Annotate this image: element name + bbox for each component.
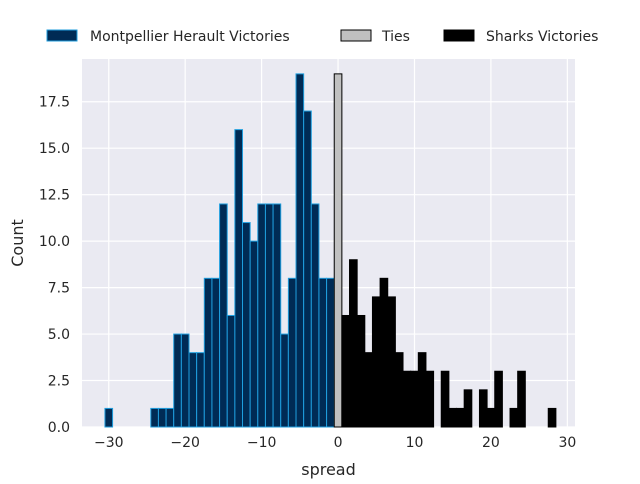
bar-montpellier <box>211 277 221 428</box>
bar-sharks <box>341 314 351 428</box>
bar-montpellier <box>310 203 320 428</box>
bar-montpellier <box>249 240 259 428</box>
x-tick-labels: −30 −20 −10 0 10 20 30 <box>94 435 576 451</box>
y-tick-label: 0.0 <box>48 420 70 436</box>
bar-montpellier <box>287 277 297 428</box>
x-tick-label: 0 <box>334 435 343 451</box>
y-tick-labels: 0.0 2.5 5.0 7.5 10.0 12.5 15.0 17.5 <box>39 95 70 436</box>
x-tick-label: 10 <box>406 435 424 451</box>
y-tick-label: 2.5 <box>48 374 70 390</box>
x-tick-label: −30 <box>94 435 124 451</box>
bar-sharks <box>349 259 358 428</box>
bar-sharks <box>494 370 503 428</box>
bar-sharks <box>456 407 465 428</box>
bar-sharks <box>448 407 458 428</box>
bar-montpellier <box>104 407 114 428</box>
bar-montpellier <box>303 110 312 428</box>
bar-montpellier <box>272 203 282 428</box>
bar-sharks <box>379 277 389 428</box>
bar-montpellier <box>264 203 274 428</box>
y-tick-label: 17.5 <box>39 95 70 111</box>
y-axis-label: Count <box>8 219 27 267</box>
bar-montpellier <box>257 203 266 428</box>
bar-montpellier <box>157 407 167 428</box>
bar-sharks <box>410 370 419 428</box>
bar-montpellier <box>173 333 182 428</box>
bar-montpellier <box>165 407 175 428</box>
bar-sharks <box>425 370 435 428</box>
bars <box>104 73 557 428</box>
bar-montpellier <box>234 129 244 428</box>
y-tick-label: 10.0 <box>39 234 70 250</box>
x-tick-label: −20 <box>170 435 200 451</box>
bar-sharks <box>509 407 519 428</box>
bar-sharks <box>517 370 526 428</box>
bar-sharks <box>402 370 412 428</box>
x-tick-label: 20 <box>482 435 500 451</box>
bar-sharks <box>371 296 381 428</box>
bar-montpellier <box>180 333 190 428</box>
bar-montpellier <box>318 277 328 428</box>
y-tick-label: 5.0 <box>48 327 70 343</box>
bar-montpellier <box>295 73 305 428</box>
bar-ties <box>333 73 343 428</box>
bar-montpellier <box>150 407 159 428</box>
bar-montpellier <box>188 352 198 428</box>
bar-sharks <box>486 407 496 428</box>
y-tick-label: 12.5 <box>39 188 70 204</box>
bar-sharks <box>440 370 450 428</box>
y-tick-label: 15.0 <box>39 141 70 157</box>
bar-montpellier <box>226 314 236 428</box>
bar-sharks <box>547 407 557 428</box>
bar-montpellier <box>280 333 289 428</box>
bar-montpellier <box>242 222 251 428</box>
bar-sharks <box>387 296 396 428</box>
legend: Montpellier Herault Victories Ties Shark… <box>46 29 598 45</box>
legend-label-sharks: Sharks Victories <box>486 29 598 45</box>
bar-sharks <box>478 389 488 428</box>
legend-swatch-montpellier <box>46 29 78 42</box>
y-tick-label: 7.5 <box>48 281 70 297</box>
bar-sharks <box>356 314 366 428</box>
bar-sharks <box>394 352 404 428</box>
x-axis-label: spread <box>301 460 356 479</box>
bar-sharks <box>417 352 427 428</box>
legend-label-ties: Ties <box>381 29 410 45</box>
bar-montpellier <box>219 203 228 428</box>
bar-sharks <box>463 389 473 428</box>
x-tick-label: 30 <box>558 435 576 451</box>
x-tick-label: −10 <box>247 435 277 451</box>
bar-sharks <box>364 352 373 428</box>
legend-swatch-sharks <box>443 29 475 42</box>
bar-montpellier <box>196 352 205 428</box>
bar-montpellier <box>326 277 335 428</box>
legend-swatch-ties <box>340 29 372 42</box>
legend-label-montpellier: Montpellier Herault Victories <box>90 29 290 45</box>
bar-montpellier <box>203 277 213 428</box>
